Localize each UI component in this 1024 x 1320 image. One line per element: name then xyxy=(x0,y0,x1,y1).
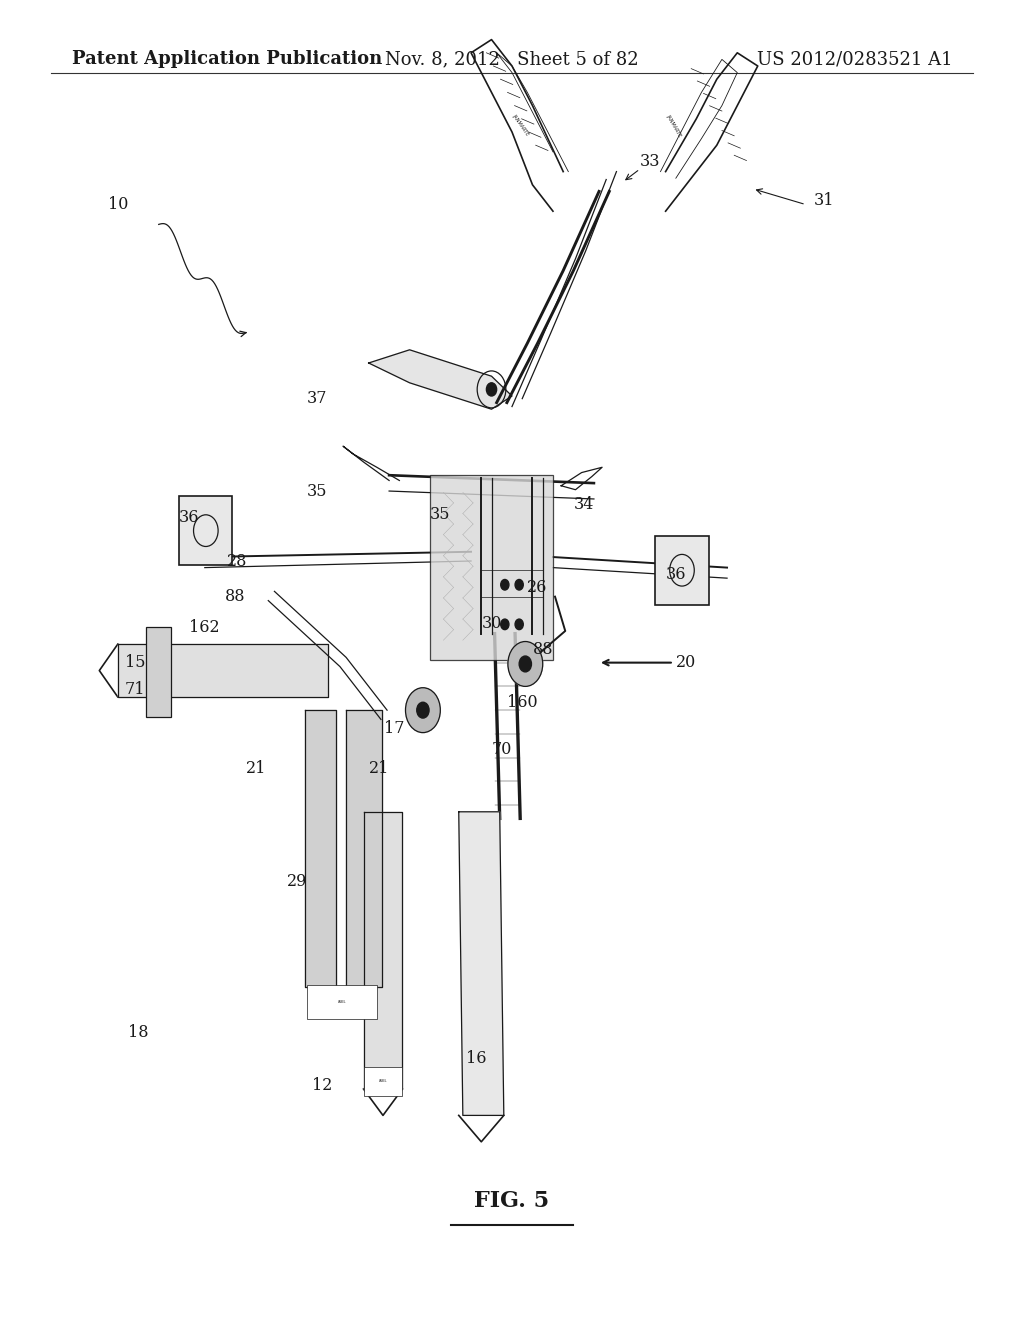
Text: 28: 28 xyxy=(227,553,248,569)
Text: 20: 20 xyxy=(676,655,696,671)
Text: 21: 21 xyxy=(246,760,266,776)
Circle shape xyxy=(515,579,523,590)
Text: 21: 21 xyxy=(369,760,389,776)
Bar xyxy=(179,496,232,565)
Text: JANMARTE: JANMARTE xyxy=(511,114,529,137)
Text: US 2012/0283521 A1: US 2012/0283521 A1 xyxy=(757,50,952,69)
Polygon shape xyxy=(305,710,336,987)
Text: 35: 35 xyxy=(430,507,451,523)
Text: LABEL: LABEL xyxy=(379,1078,387,1084)
Bar xyxy=(307,985,377,1019)
Circle shape xyxy=(508,642,543,686)
Circle shape xyxy=(519,656,531,672)
Circle shape xyxy=(406,688,440,733)
Text: 12: 12 xyxy=(312,1077,333,1093)
Circle shape xyxy=(486,383,497,396)
Text: 36: 36 xyxy=(179,510,200,525)
Text: 71: 71 xyxy=(125,681,145,697)
Polygon shape xyxy=(364,812,402,1089)
Text: 16: 16 xyxy=(466,1051,486,1067)
Text: 162: 162 xyxy=(189,619,220,635)
Polygon shape xyxy=(118,644,328,697)
Bar xyxy=(364,1067,402,1096)
Text: 70: 70 xyxy=(492,742,512,758)
Text: 34: 34 xyxy=(573,496,594,512)
Text: 160: 160 xyxy=(507,694,538,710)
Text: 35: 35 xyxy=(307,483,328,499)
Polygon shape xyxy=(369,350,512,409)
Text: 36: 36 xyxy=(666,566,686,582)
Text: 18: 18 xyxy=(128,1024,148,1040)
Text: 88: 88 xyxy=(532,642,553,657)
Bar xyxy=(430,475,553,660)
Text: FIG. 5: FIG. 5 xyxy=(474,1191,550,1212)
Text: 88: 88 xyxy=(225,589,246,605)
Bar xyxy=(146,627,171,717)
Text: 30: 30 xyxy=(481,615,502,631)
Circle shape xyxy=(501,619,509,630)
Text: 10: 10 xyxy=(108,197,128,213)
Text: 15: 15 xyxy=(125,655,145,671)
Polygon shape xyxy=(459,812,504,1115)
Text: 37: 37 xyxy=(307,391,328,407)
Circle shape xyxy=(515,619,523,630)
Text: JANMARTE: JANMARTE xyxy=(666,114,682,137)
Text: Nov. 8, 2012   Sheet 5 of 82: Nov. 8, 2012 Sheet 5 of 82 xyxy=(385,50,639,69)
Text: 17: 17 xyxy=(384,721,404,737)
Text: 31: 31 xyxy=(814,193,835,209)
Polygon shape xyxy=(346,710,382,987)
Bar xyxy=(655,536,709,605)
Text: 29: 29 xyxy=(287,874,307,890)
Text: LABEL: LABEL xyxy=(338,999,346,1005)
Circle shape xyxy=(501,579,509,590)
Text: 26: 26 xyxy=(527,579,548,595)
Circle shape xyxy=(417,702,429,718)
Text: Patent Application Publication: Patent Application Publication xyxy=(72,50,382,69)
Text: 33: 33 xyxy=(640,153,660,169)
